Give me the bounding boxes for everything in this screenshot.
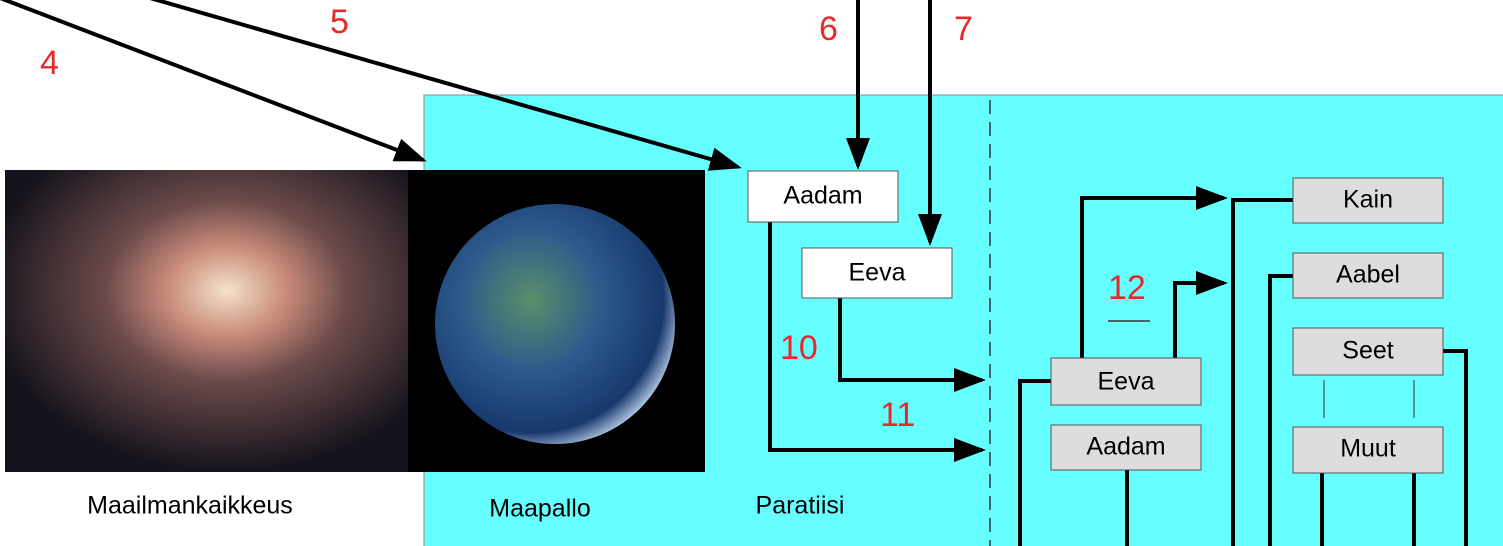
node: Eeva: [802, 248, 952, 298]
annotation: 12: [1108, 269, 1146, 307]
node: Aadam: [748, 171, 898, 222]
node-label: Aabel: [1336, 261, 1400, 289]
arrow: [0, 0, 423, 160]
node-label: Aadam: [783, 182, 862, 210]
annotation: 10: [780, 329, 818, 367]
node-label: Aadam: [1086, 433, 1165, 461]
node: Seet: [1293, 328, 1443, 375]
node: Eeva: [1051, 358, 1201, 405]
node: Aadam: [1051, 425, 1201, 470]
earth: [435, 204, 675, 444]
annotation: 11: [880, 396, 915, 434]
node-label: Seet: [1342, 337, 1393, 365]
diagram: Aadam Eeva Eeva Aadam Kain Aabel Seet Mu…: [0, 0, 1503, 546]
node-label: Eeva: [849, 259, 906, 287]
node-label: Muut: [1340, 435, 1396, 463]
node: Muut: [1293, 427, 1443, 473]
annotation: 7: [954, 10, 973, 48]
node-label: Kain: [1343, 186, 1393, 214]
caption: Paratiisi: [756, 492, 845, 520]
annotation: 6: [819, 10, 838, 48]
annotation: 5: [330, 3, 349, 41]
node: Aabel: [1293, 253, 1443, 298]
node: Kain: [1293, 178, 1443, 223]
annotation: 4: [40, 44, 59, 82]
caption: Maapallo: [489, 495, 590, 523]
galaxy-image: [5, 170, 408, 472]
node-label: Eeva: [1098, 368, 1155, 396]
caption: Maailmankaikkeus: [87, 492, 293, 520]
